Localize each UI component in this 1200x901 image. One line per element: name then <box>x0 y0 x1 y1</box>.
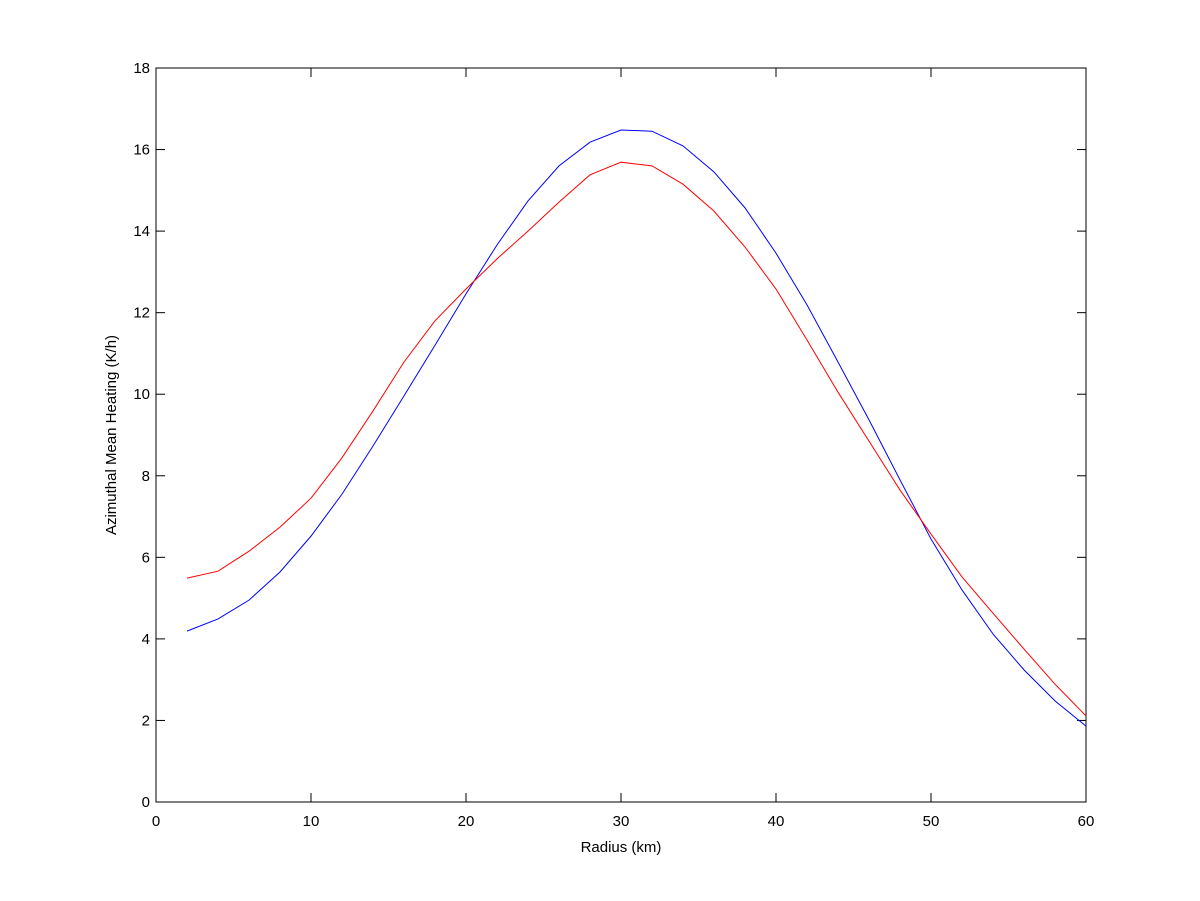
y-tick-label: 10 <box>133 386 150 403</box>
y-tick-label: 8 <box>142 468 150 485</box>
y-axis-label: Azimuthal Mean Heating (K/h) <box>103 335 120 535</box>
x-tick-label: 60 <box>1078 813 1095 830</box>
x-tick-label: 40 <box>768 813 785 830</box>
x-tick-label: 20 <box>458 813 475 830</box>
y-tick-label: 2 <box>142 712 150 729</box>
x-axis-label: Radius (km) <box>581 839 662 856</box>
y-tick-label: 16 <box>133 142 150 159</box>
y-tick-label: 18 <box>133 60 150 77</box>
data-line <box>186 129 1087 727</box>
x-tick-label: 50 <box>923 813 940 830</box>
y-tick-label: 14 <box>133 223 150 240</box>
x-tick-label: 0 <box>152 813 160 830</box>
data-line <box>186 161 1087 717</box>
y-tick-label: 4 <box>142 631 150 648</box>
y-tick-label: 6 <box>142 549 150 566</box>
y-tick-label: 0 <box>142 794 150 811</box>
y-tick-label: 12 <box>133 305 150 322</box>
x-tick-label: 10 <box>303 813 320 830</box>
plot-area <box>155 67 1087 803</box>
x-tick-label: 30 <box>613 813 630 830</box>
